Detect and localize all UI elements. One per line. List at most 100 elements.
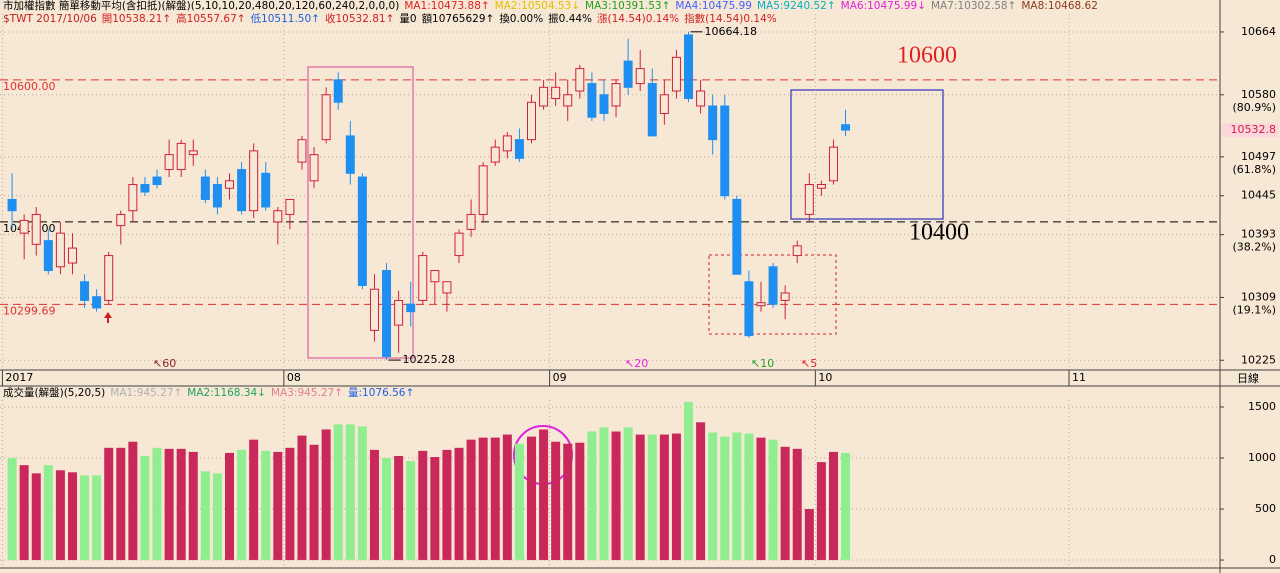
extreme-label: 10664.18 [705,25,758,38]
volume-bar [466,439,476,561]
signal-arrow [104,312,112,323]
candle-body [188,150,198,156]
retracement-label: (38.2%) [1232,241,1276,254]
volume-bar [7,458,17,561]
candle-body [31,213,41,245]
volume-bar [804,509,814,561]
candle-body [92,296,102,309]
ma-value: MA6:10475.99↓ [840,0,926,12]
volume-bar [599,427,609,561]
volume-bar [828,451,838,561]
volume-bar [406,461,416,561]
y-tick-label: 10445 [1241,189,1276,202]
volume-bar [19,465,29,561]
volume-bar [551,441,561,561]
candle-body [466,213,476,230]
volume-bar [708,432,718,561]
candle-body [321,94,331,141]
volume-bar [333,424,343,561]
candle-body [200,176,210,200]
volume-bar [55,470,65,561]
candle-body [671,56,681,92]
candle-body [563,94,573,107]
volume-bar [116,447,126,561]
volume-bar [273,451,283,561]
candle-body [333,79,343,103]
ma-marker: ↖5 [801,357,817,370]
volume-bar [502,434,512,561]
volume-bar [382,458,392,561]
ma-marker: ↖20 [625,357,648,370]
x-tick-label: 08 [287,371,301,384]
candle-body [804,184,814,215]
volume-bar [297,435,307,561]
volume-bar [237,449,247,561]
candle-body [249,150,259,212]
candle-body [454,232,464,257]
candle-body [587,83,597,118]
quote-field: 量0 [399,13,417,25]
highlight-box [307,66,414,359]
volume-bar [321,429,331,561]
volume-bar [490,437,500,561]
quote-list: 開10538.21↑ 高10557.67↑ 低10511.50↑ 收10532.81↑… [102,13,782,25]
annotation: 10600 [897,43,957,69]
volume-bar [225,452,235,561]
candle-body [768,266,778,305]
candle-body [816,184,826,189]
ma-value: MA7:10302.58↑ [931,0,1017,12]
volume-bar [696,422,706,561]
volume-bar [575,442,585,561]
annotation: 10400 [909,220,969,246]
volume-bar [671,433,681,561]
candle-body [285,198,295,215]
volume-bar [587,431,597,561]
legend-item: MA1:945.27↑ [110,387,183,399]
volume-bar [92,475,102,561]
highlight-box [790,89,944,220]
x-tick-label: 09 [553,371,567,384]
candle-body [152,176,162,186]
ma-value: MA4:10475.99 [675,0,752,12]
candle-body [225,180,235,189]
indicator-title: 市加權指數 簡單移動平均(含扣抵)(解盤)(5,10,10,20,480,20,… [3,0,400,12]
y-tick-label: 1500 [1248,400,1276,413]
candle-body [647,83,657,137]
candle-body [623,60,633,88]
candle-body [442,281,452,294]
candle-body [502,135,512,152]
volume-bar [67,472,77,561]
y-tick-label: 10497 [1241,150,1276,163]
candle-body [611,83,621,107]
ma-value: MA2:10504.53↓ [494,0,581,12]
volume-bar [732,432,742,561]
volume-bar [526,436,536,561]
volume-bar [394,455,404,561]
period-label: 日線 [1237,371,1259,385]
x-tick-label: 11 [1072,371,1086,384]
candle-body [128,184,138,212]
candle-body [841,124,851,131]
volume-bar [309,444,319,561]
candle-body [514,139,524,159]
candle-body [261,172,271,208]
volume-bar [188,451,198,561]
volume-bar [80,475,90,561]
quote-field: 收10532.81↑ [324,13,395,25]
candle-body [490,146,500,163]
volume-bar [635,434,645,561]
extreme-label: 10225.28 [403,353,456,366]
y-tick-label: 0 [1269,553,1276,566]
candle-body [55,232,65,268]
volume-bar [164,448,174,561]
legend-item: 量:1076.56↑ [347,387,415,399]
volume-bar [478,437,488,561]
candle-body [478,165,488,215]
volume-bar [418,450,428,561]
candle-body [756,302,766,307]
quote-field: 指數(14.54)0.14% [684,13,777,25]
ma-list: MA1:10473.88↑ MA2:10504.53↓ MA3:10391.53↑ M… [404,0,1103,12]
candle-body [309,154,319,182]
candle-body [297,139,307,163]
volume-bar [285,447,295,561]
